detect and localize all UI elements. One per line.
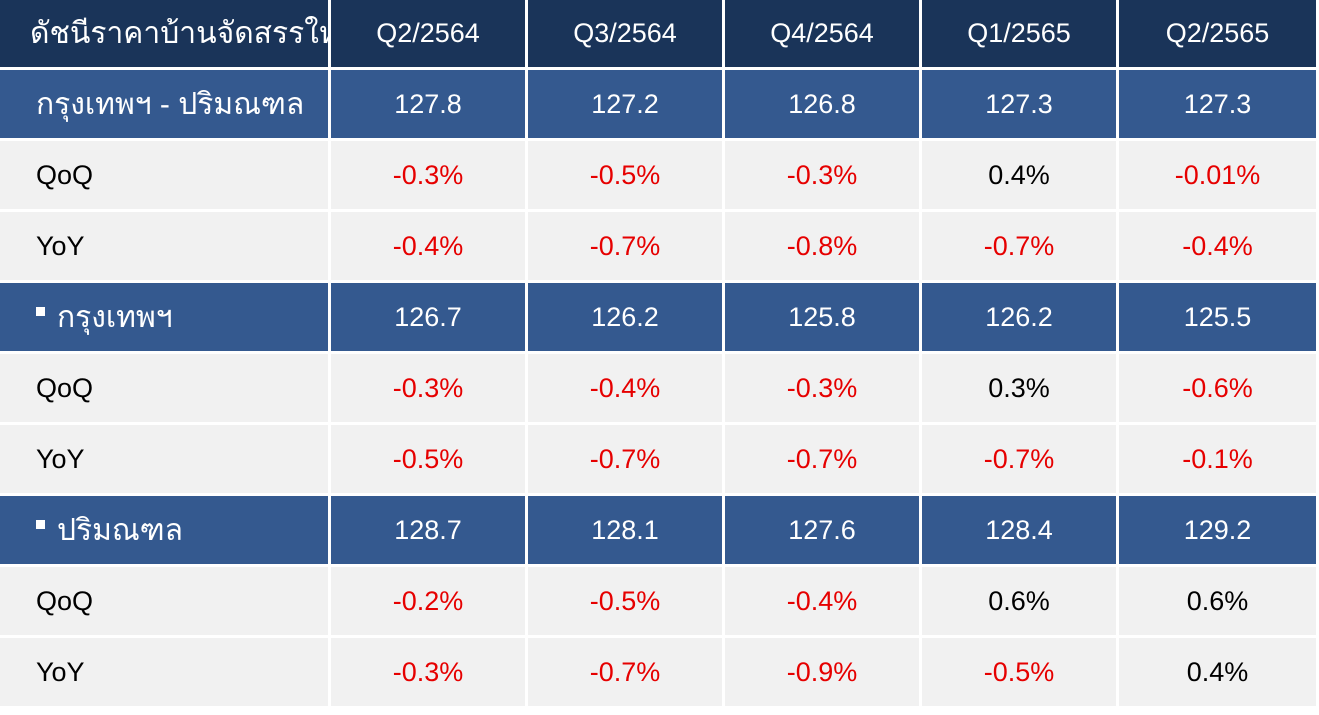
yoy-value: -0.5% bbox=[331, 425, 528, 496]
qoq-value: 0.6% bbox=[1119, 567, 1319, 638]
yoy-value: -0.7% bbox=[528, 638, 725, 709]
index-value: 126.8 bbox=[725, 70, 922, 141]
yoy-value: -0.7% bbox=[528, 425, 725, 496]
qoq-value: -0.01% bbox=[1119, 141, 1319, 212]
group-label: กรุงเทพฯ bbox=[57, 300, 173, 334]
qoq-value: -0.4% bbox=[528, 354, 725, 425]
index-value: 128.4 bbox=[922, 496, 1119, 567]
stat-row-label-qoq: QoQ bbox=[0, 141, 331, 212]
index-value: 125.8 bbox=[725, 283, 922, 354]
index-value: 126.2 bbox=[528, 283, 725, 354]
qoq-value: -0.5% bbox=[528, 567, 725, 638]
index-value: 127.8 bbox=[331, 70, 528, 141]
qoq-value: -0.2% bbox=[331, 567, 528, 638]
qoq-value: 0.6% bbox=[922, 567, 1119, 638]
yoy-value: 0.4% bbox=[1119, 638, 1319, 709]
index-value: 129.2 bbox=[1119, 496, 1319, 567]
qoq-value: -0.4% bbox=[725, 567, 922, 638]
yoy-value: -0.5% bbox=[922, 638, 1119, 709]
yoy-value: -0.4% bbox=[331, 212, 528, 283]
yoy-value: -0.7% bbox=[922, 425, 1119, 496]
index-row-label-bangkok-vicinity: กรุงเทพฯ - ปริมณฑล bbox=[0, 70, 331, 141]
index-row-label-vicinity: ปริมณฑล bbox=[0, 496, 331, 567]
table-title: ดัชนีราคาบ้านจัดสรรใหม่ bbox=[0, 0, 331, 70]
qoq-value: -0.3% bbox=[725, 141, 922, 212]
yoy-value: -0.7% bbox=[725, 425, 922, 496]
column-header-q2-2564: Q2/2564 bbox=[331, 0, 528, 70]
yoy-value: -0.4% bbox=[1119, 212, 1319, 283]
group-label: ปริมณฑล bbox=[57, 513, 184, 547]
index-value: 127.3 bbox=[1119, 70, 1319, 141]
yoy-value: -0.7% bbox=[922, 212, 1119, 283]
qoq-value: -0.6% bbox=[1119, 354, 1319, 425]
bullet-square-icon bbox=[36, 306, 45, 316]
qoq-value: -0.3% bbox=[331, 354, 528, 425]
stat-row-label-yoy: YoY bbox=[0, 638, 331, 709]
qoq-value: 0.3% bbox=[922, 354, 1119, 425]
yoy-value: -0.1% bbox=[1119, 425, 1319, 496]
qoq-value: -0.5% bbox=[528, 141, 725, 212]
index-row-label-bangkok: กรุงเทพฯ bbox=[0, 283, 331, 354]
index-value: 127.2 bbox=[528, 70, 725, 141]
index-value: 126.7 bbox=[331, 283, 528, 354]
index-value: 125.5 bbox=[1119, 283, 1319, 354]
yoy-value: -0.9% bbox=[725, 638, 922, 709]
bullet-square-icon bbox=[36, 519, 45, 529]
index-value: 128.7 bbox=[331, 496, 528, 567]
qoq-value: -0.3% bbox=[725, 354, 922, 425]
yoy-value: -0.7% bbox=[528, 212, 725, 283]
index-value: 126.2 bbox=[922, 283, 1119, 354]
stat-row-label-yoy: YoY bbox=[0, 425, 331, 496]
qoq-value: -0.3% bbox=[331, 141, 528, 212]
column-header-q3-2564: Q3/2564 bbox=[528, 0, 725, 70]
index-value: 128.1 bbox=[528, 496, 725, 567]
index-value: 127.6 bbox=[725, 496, 922, 567]
stat-row-label-yoy: YoY bbox=[0, 212, 331, 283]
index-value: 127.3 bbox=[922, 70, 1119, 141]
stat-row-label-qoq: QoQ bbox=[0, 567, 331, 638]
group-label: กรุงเทพฯ - ปริมณฑล bbox=[36, 87, 305, 121]
qoq-value: 0.4% bbox=[922, 141, 1119, 212]
yoy-value: -0.3% bbox=[331, 638, 528, 709]
column-header-q4-2564: Q4/2564 bbox=[725, 0, 922, 70]
stat-row-label-qoq: QoQ bbox=[0, 354, 331, 425]
column-header-q2-2565: Q2/2565 bbox=[1119, 0, 1319, 70]
yoy-value: -0.8% bbox=[725, 212, 922, 283]
column-header-q1-2565: Q1/2565 bbox=[922, 0, 1119, 70]
